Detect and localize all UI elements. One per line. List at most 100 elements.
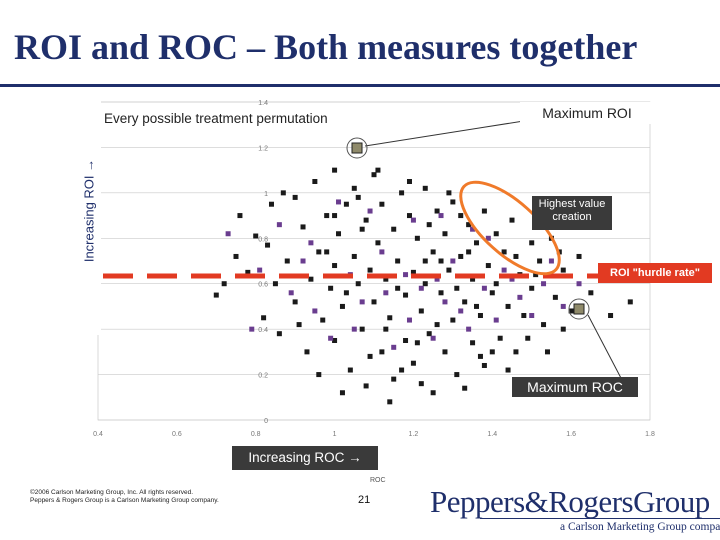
data-point: [470, 340, 476, 346]
data-point: [339, 303, 345, 309]
data-point: [272, 281, 278, 287]
brand-divider: [480, 518, 720, 519]
data-point: [339, 390, 345, 396]
data-point: [375, 240, 381, 246]
y-tick-label: 0.8: [258, 236, 268, 243]
data-point: [391, 226, 397, 232]
data-point: [292, 194, 298, 200]
every-permutation-label: Every possible treatment permutation: [104, 108, 394, 130]
data-point: [308, 240, 314, 246]
x-tick-label: 0.8: [251, 431, 261, 438]
data-point: [387, 399, 393, 405]
max-roc-point: [573, 303, 585, 315]
data-point: [438, 290, 444, 296]
data-point: [576, 253, 582, 259]
max-roi-arrow: [364, 119, 531, 147]
data-point: [343, 290, 349, 296]
data-point: [300, 258, 306, 264]
y-tick-label: 0.4: [258, 327, 268, 334]
data-point: [367, 267, 373, 273]
data-point: [537, 258, 543, 264]
x-axis-banner: Increasing ROC →: [232, 446, 378, 470]
data-point: [462, 385, 468, 391]
data-point: [434, 276, 440, 282]
data-point: [493, 317, 499, 323]
data-point: [406, 317, 412, 323]
data-point: [300, 224, 306, 230]
data-point: [406, 179, 412, 184]
x-tick-label: 1.8: [645, 431, 655, 438]
data-point: [343, 201, 349, 207]
data-point: [213, 292, 219, 298]
data-point: [265, 242, 271, 248]
data-point: [422, 258, 428, 264]
data-point: [458, 308, 464, 314]
data-point: [257, 267, 263, 273]
data-point: [324, 249, 330, 255]
data-point: [371, 299, 377, 305]
data-point: [541, 281, 547, 287]
data-point: [355, 281, 361, 287]
data-point: [391, 344, 397, 350]
x-tick-label: 1.6: [566, 431, 576, 438]
data-point: [430, 390, 436, 396]
data-point: [588, 290, 594, 296]
data-point: [399, 190, 405, 196]
data-point: [383, 290, 389, 296]
y-tick-labels: 0 0.2 0.4 0.6 0.8 1 1.2 1.4: [258, 100, 268, 425]
data-point: [332, 338, 338, 343]
y-tick-label: 1.4: [258, 100, 268, 107]
max-roi-circle: [346, 137, 368, 159]
data-point: [351, 326, 357, 332]
data-point: [608, 313, 614, 319]
data-point: [434, 322, 440, 328]
data-point: [454, 285, 460, 291]
data-point: [541, 322, 547, 328]
data-point: [497, 335, 503, 341]
x-tick-label: 0.4: [93, 431, 103, 438]
data-point: [489, 290, 495, 296]
data-point: [379, 349, 385, 355]
data-point: [320, 317, 326, 323]
data-point: [221, 281, 227, 287]
page-number: 21: [358, 494, 371, 506]
data-point: [477, 313, 483, 319]
data-point: [403, 272, 409, 278]
y-tick-label: 1.2: [258, 145, 268, 152]
data-point: [336, 199, 342, 205]
data-point: [481, 208, 487, 214]
data-point: [450, 199, 456, 205]
x-tick-labels: 0.4 0.6 0.8 1 1.2 1.4 1.6 1.8: [93, 431, 655, 438]
data-point: [391, 376, 397, 382]
data-point: [446, 190, 452, 196]
highest-value-ellipse: [459, 180, 561, 276]
data-point: [474, 303, 480, 309]
data-point: [410, 269, 416, 275]
data-point: [261, 315, 267, 321]
max-roc-arrow: [587, 314, 623, 381]
data-point: [576, 281, 582, 287]
brand-tagline: a Carlson Marketing Group company: [560, 521, 720, 533]
data-point: [312, 308, 318, 314]
data-point: [489, 349, 495, 355]
x-tick-label: 1: [333, 431, 337, 438]
chart-grid: [97, 101, 651, 421]
data-point: [328, 335, 334, 341]
data-point: [568, 308, 574, 314]
data-point: [351, 185, 357, 191]
data-point: [548, 258, 554, 264]
data-point: [485, 235, 491, 241]
data-point: [560, 267, 566, 273]
data-point: [446, 267, 452, 273]
data-point: [383, 276, 389, 282]
x-tick-label: 1.2: [409, 431, 419, 438]
data-point: [430, 335, 436, 341]
data-point: [426, 331, 432, 337]
data-point: [560, 303, 566, 309]
data-point: [403, 338, 409, 343]
max-roi-label: Maximum ROI: [520, 102, 654, 124]
data-point: [430, 249, 436, 255]
data-point: [450, 258, 456, 264]
data-point: [513, 349, 519, 355]
